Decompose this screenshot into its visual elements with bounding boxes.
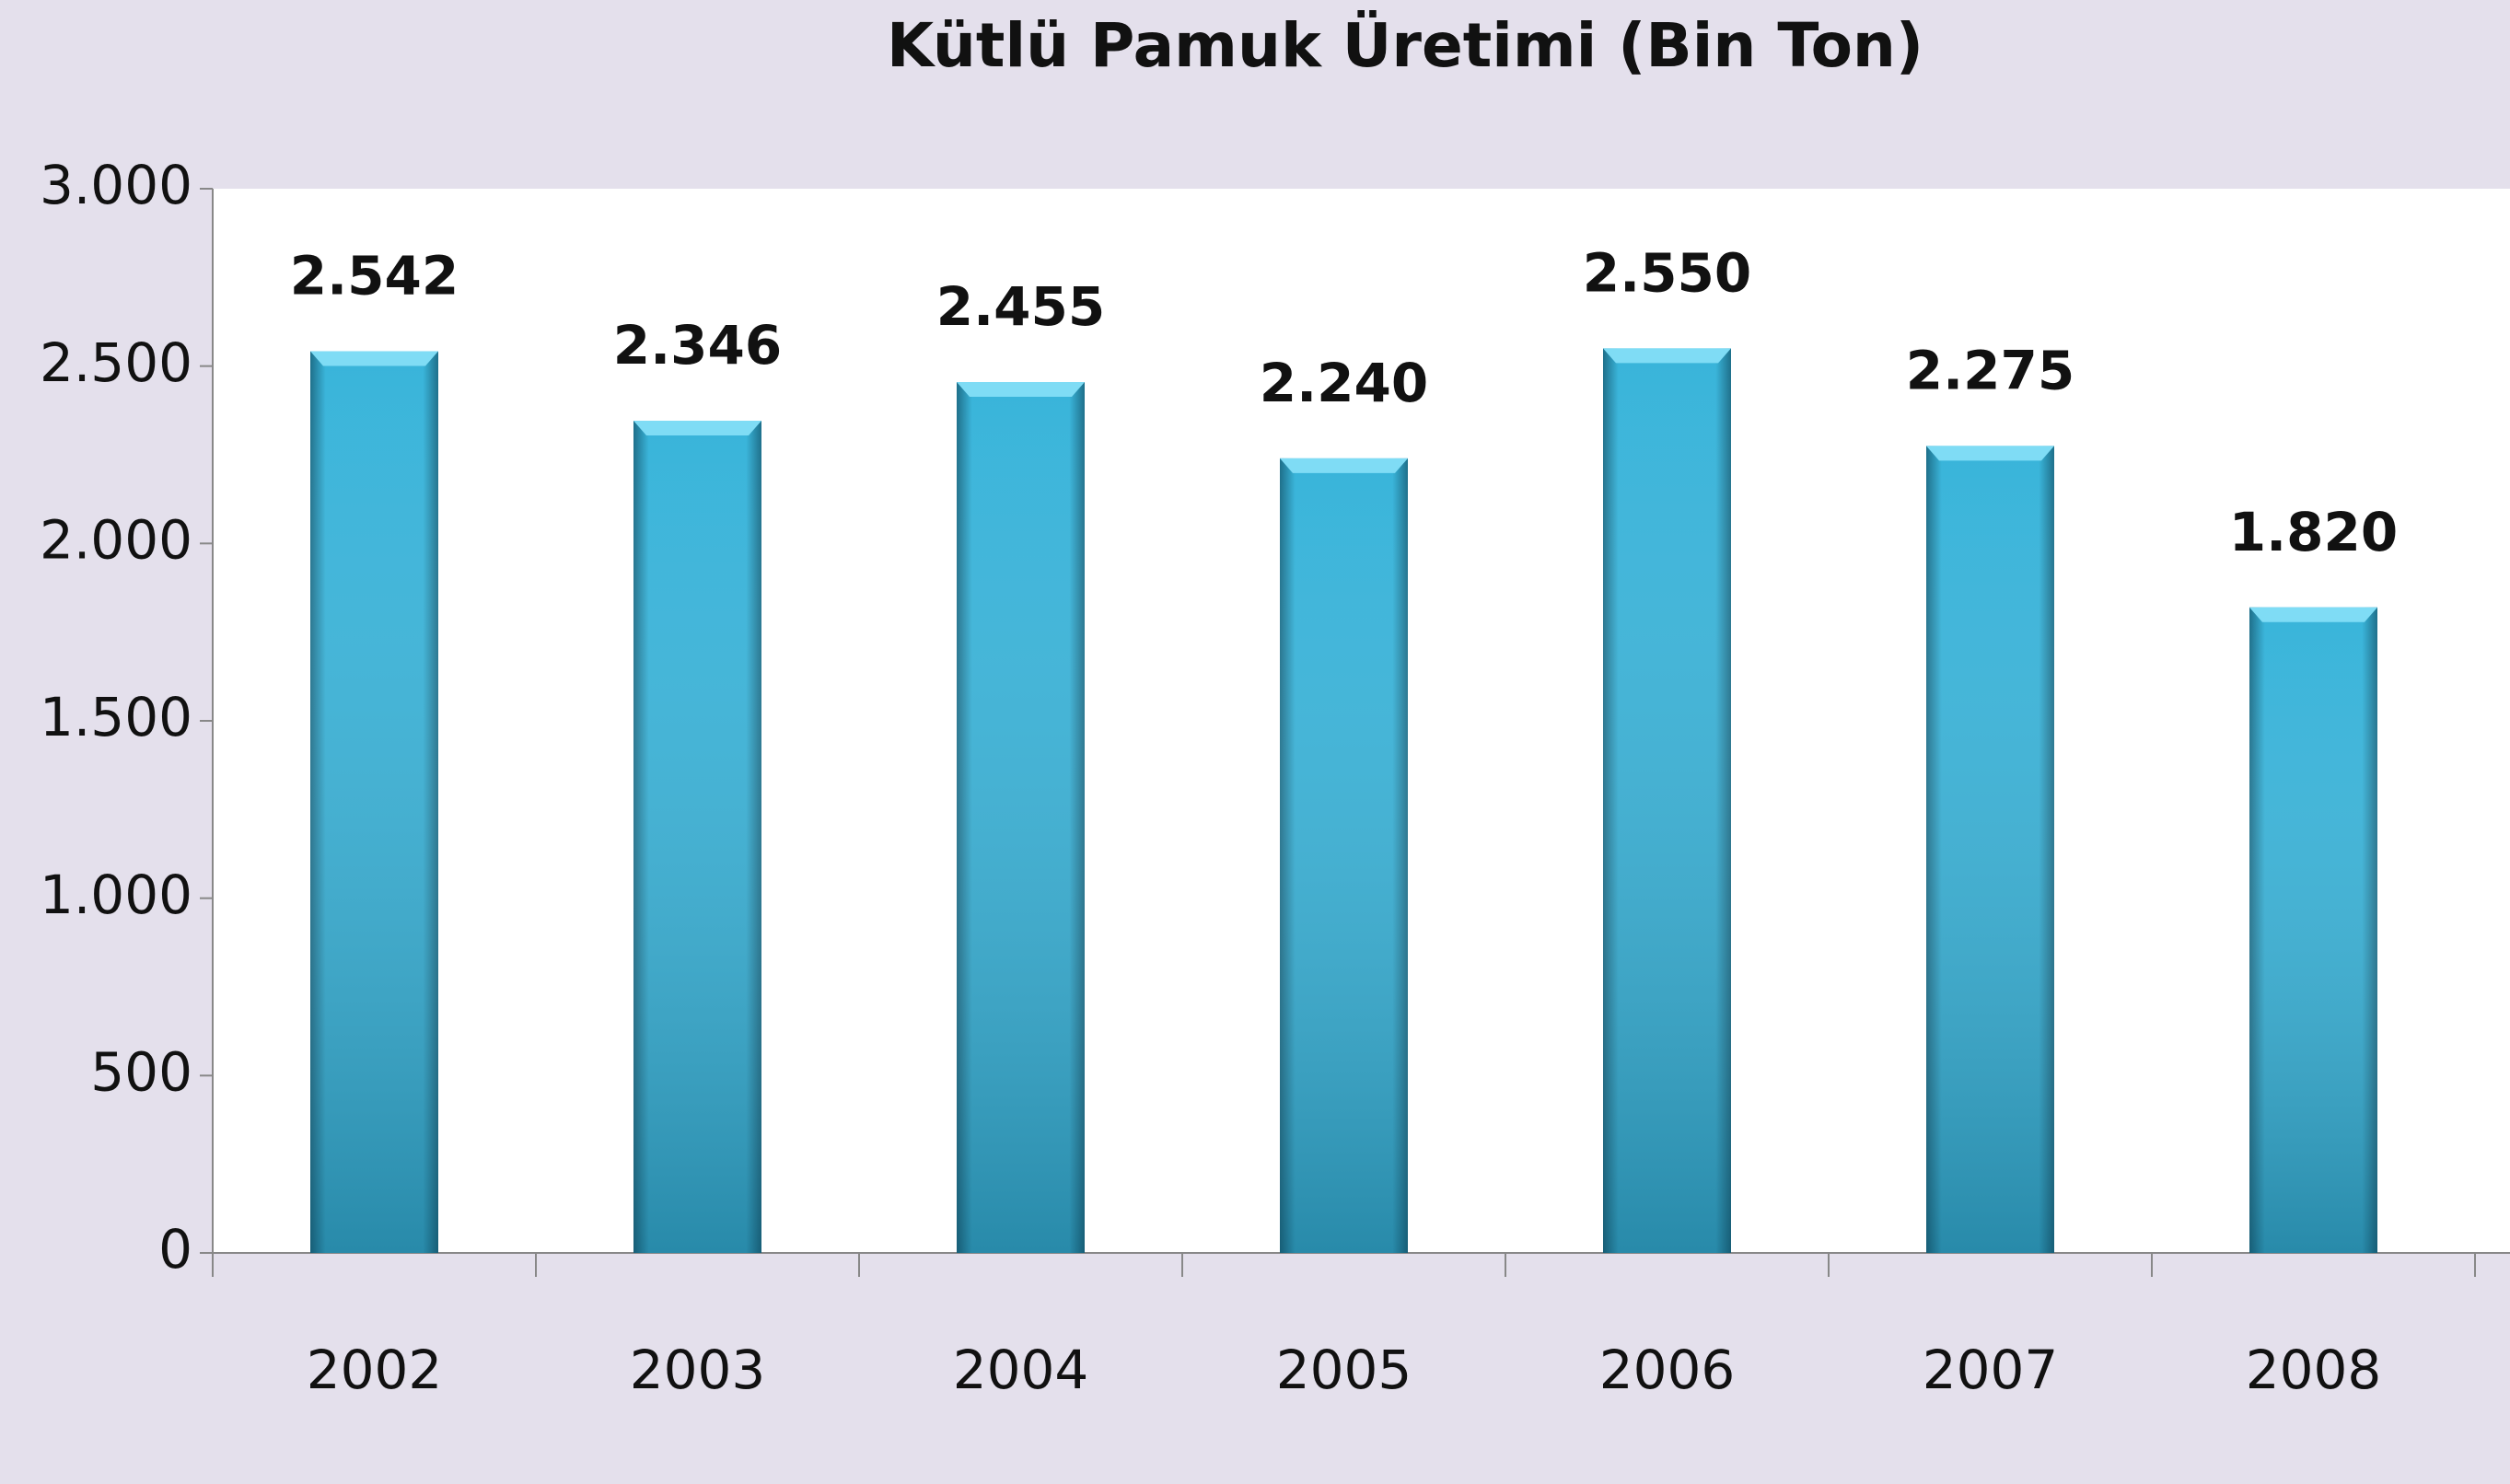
bar-group [633,421,761,1253]
bar-group [1280,458,1408,1253]
y-tick-label: 2.500 [40,331,192,394]
x-tick-label: 2002 [307,1339,443,1401]
value-label: 2.240 [1260,352,1428,414]
bar-bevel [310,351,438,366]
bar-bevel [957,382,1085,398]
y-tick-label: 1.500 [40,686,192,748]
x-tick-label: 2006 [1599,1339,1736,1401]
value-label: 2.542 [290,245,459,307]
bar-group [2249,607,2377,1253]
bar-shade [2249,607,2377,1253]
y-tick-label: 2.000 [40,508,192,571]
y-tick-label: 3.000 [40,154,192,216]
y-tick-label: 0 [158,1218,192,1281]
value-label: 2.550 [1583,242,1751,305]
bar-shade [633,421,761,1253]
bar-shade [957,382,1085,1253]
chart-title: Kütlü Pamuk Üretimi (Bin Ton) [887,10,1923,81]
bar-bevel [1603,348,1731,364]
y-tick-label: 1.000 [40,864,192,926]
value-label: 2.455 [936,275,1105,338]
value-label: 2.275 [1906,339,2074,401]
x-tick-label: 2004 [953,1339,1089,1401]
bar-shade [310,351,438,1253]
value-label: 1.820 [2229,501,2398,563]
x-tick-label: 2008 [2246,1339,2382,1401]
x-tick-label: 2005 [1276,1339,1412,1401]
x-tick-label: 2003 [630,1339,766,1401]
bar-group [1603,348,1731,1253]
bar-shade [1926,446,2054,1253]
x-tick-label: 2007 [1923,1339,2059,1401]
value-label: 2.346 [613,314,782,377]
bar-bevel [2249,607,2377,622]
bar-group [310,351,438,1253]
bar-shade [1603,348,1731,1253]
bar-group [1926,446,2054,1253]
bar-bevel [1926,446,2054,461]
y-tick-label: 500 [90,1040,192,1103]
bar-shade [1280,458,1408,1253]
bar-bevel [633,421,761,436]
bar-group [957,382,1085,1253]
bar-bevel [1280,458,1408,473]
